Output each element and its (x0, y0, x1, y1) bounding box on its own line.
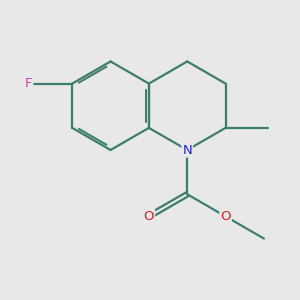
Text: F: F (25, 77, 32, 90)
Text: O: O (220, 210, 231, 223)
Text: O: O (144, 210, 154, 223)
Text: N: N (182, 143, 192, 157)
